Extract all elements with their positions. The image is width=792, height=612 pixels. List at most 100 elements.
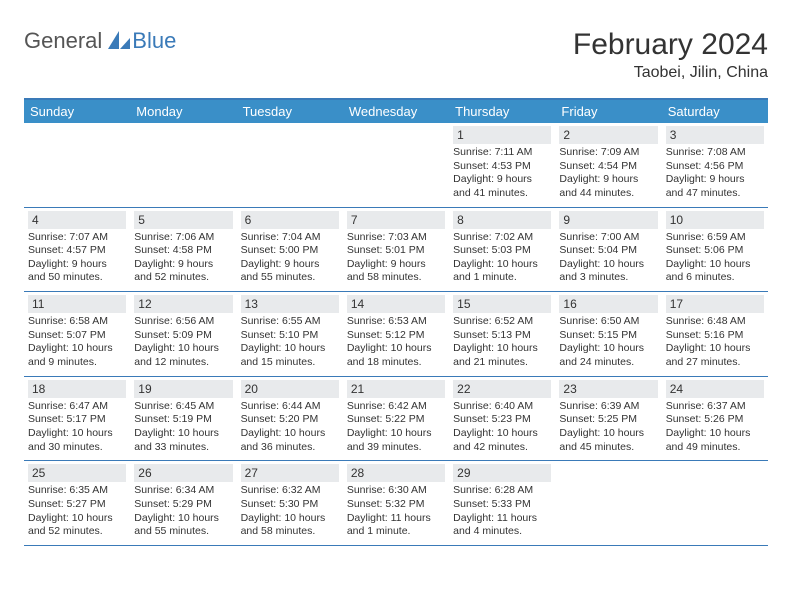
- dow-monday: Monday: [130, 100, 236, 123]
- title-block: February 2024 Taobei, Jilin, China: [573, 28, 768, 82]
- day-cell: 9Sunrise: 7:00 AMSunset: 5:04 PMDaylight…: [555, 208, 661, 292]
- logo-text-general: General: [24, 28, 102, 54]
- day-cell: 15Sunrise: 6:52 AMSunset: 5:13 PMDayligh…: [449, 292, 555, 376]
- day-number: 12: [134, 295, 232, 313]
- day-cell: 2Sunrise: 7:09 AMSunset: 4:54 PMDaylight…: [555, 123, 661, 207]
- month-title: February 2024: [573, 28, 768, 62]
- sunset-text: Sunset: 5:33 PM: [453, 498, 551, 512]
- sunset-text: Sunset: 4:57 PM: [28, 244, 126, 258]
- day-number: 24: [666, 380, 764, 398]
- day-number: [347, 126, 445, 130]
- sunset-text: Sunset: 4:56 PM: [666, 160, 764, 174]
- sunrise-text: Sunrise: 6:52 AM: [453, 315, 551, 329]
- day-number: 1: [453, 126, 551, 144]
- day-number: 3: [666, 126, 764, 144]
- location: Taobei, Jilin, China: [573, 64, 768, 82]
- daylight-text: Daylight: 9 hours and 58 minutes.: [347, 258, 445, 285]
- day-number: 29: [453, 464, 551, 482]
- day-number: 7: [347, 211, 445, 229]
- sunset-text: Sunset: 5:00 PM: [241, 244, 339, 258]
- sunrise-text: Sunrise: 6:55 AM: [241, 315, 339, 329]
- daylight-text: Daylight: 10 hours and 45 minutes.: [559, 427, 657, 454]
- day-cell: 5Sunrise: 7:06 AMSunset: 4:58 PMDaylight…: [130, 208, 236, 292]
- sunset-text: Sunset: 5:22 PM: [347, 413, 445, 427]
- day-cell: 13Sunrise: 6:55 AMSunset: 5:10 PMDayligh…: [237, 292, 343, 376]
- day-number: 8: [453, 211, 551, 229]
- day-number: 2: [559, 126, 657, 144]
- day-number: 4: [28, 211, 126, 229]
- day-number: [28, 126, 126, 130]
- sunset-text: Sunset: 5:06 PM: [666, 244, 764, 258]
- dow-friday: Friday: [555, 100, 661, 123]
- daylight-text: Daylight: 10 hours and 21 minutes.: [453, 342, 551, 369]
- day-number: 11: [28, 295, 126, 313]
- sunset-text: Sunset: 4:53 PM: [453, 160, 551, 174]
- daylight-text: Daylight: 10 hours and 3 minutes.: [559, 258, 657, 285]
- day-number: 19: [134, 380, 232, 398]
- day-cell: 10Sunrise: 6:59 AMSunset: 5:06 PMDayligh…: [662, 208, 768, 292]
- day-cell: 25Sunrise: 6:35 AMSunset: 5:27 PMDayligh…: [24, 461, 130, 545]
- dow-thursday: Thursday: [449, 100, 555, 123]
- day-number: 6: [241, 211, 339, 229]
- daylight-text: Daylight: 9 hours and 44 minutes.: [559, 173, 657, 200]
- day-number: 22: [453, 380, 551, 398]
- sunset-text: Sunset: 5:17 PM: [28, 413, 126, 427]
- day-cell: 23Sunrise: 6:39 AMSunset: 5:25 PMDayligh…: [555, 377, 661, 461]
- day-cell: 24Sunrise: 6:37 AMSunset: 5:26 PMDayligh…: [662, 377, 768, 461]
- day-cell: 16Sunrise: 6:50 AMSunset: 5:15 PMDayligh…: [555, 292, 661, 376]
- sunset-text: Sunset: 5:26 PM: [666, 413, 764, 427]
- day-number: 28: [347, 464, 445, 482]
- sunrise-text: Sunrise: 6:35 AM: [28, 484, 126, 498]
- day-number: [241, 126, 339, 130]
- day-cell: 11Sunrise: 6:58 AMSunset: 5:07 PMDayligh…: [24, 292, 130, 376]
- day-number: 20: [241, 380, 339, 398]
- day-number: 18: [28, 380, 126, 398]
- daylight-text: Daylight: 10 hours and 24 minutes.: [559, 342, 657, 369]
- weeks-container: 1 Sunrise: 7:11 AMSunset: 4:53 PM Daylight…: [24, 123, 768, 546]
- daylight-text: Daylight: 10 hours and 6 minutes.: [666, 258, 764, 285]
- dow-saturday: Saturday: [662, 100, 768, 123]
- sunrise-text: Sunrise: 6:59 AM: [666, 231, 764, 245]
- sunset-text: Sunset: 5:15 PM: [559, 329, 657, 343]
- day-cell: 7Sunrise: 7:03 AMSunset: 5:01 PMDaylight…: [343, 208, 449, 292]
- day-number: [666, 464, 764, 468]
- daylight-text: Daylight: 10 hours and 55 minutes.: [134, 512, 232, 539]
- sunrise-text: Sunrise: 7:00 AM: [559, 231, 657, 245]
- sunrise-text: Sunrise: 7:06 AM: [134, 231, 232, 245]
- daylight-text: Daylight: 10 hours and 1 minute.: [453, 258, 551, 285]
- sunset-text: Sunset: 5:04 PM: [559, 244, 657, 258]
- sunrise-text: Sunrise: 6:56 AM: [134, 315, 232, 329]
- daylight-text: Daylight: 9 hours and 50 minutes.: [28, 258, 126, 285]
- sunrise-text: Sunrise: 6:34 AM: [134, 484, 232, 498]
- sunrise-text: Sunrise: 7:11 AM: [453, 146, 551, 160]
- sunset-text: Sunset: 5:27 PM: [28, 498, 126, 512]
- daylight-text: Daylight: 9 hours and 55 minutes.: [241, 258, 339, 285]
- day-number: 13: [241, 295, 339, 313]
- dow-wednesday: Wednesday: [343, 100, 449, 123]
- sunrise-text: Sunrise: 6:42 AM: [347, 400, 445, 414]
- sunset-text: Sunset: 5:16 PM: [666, 329, 764, 343]
- sunset-text: Sunset: 5:10 PM: [241, 329, 339, 343]
- sunrise-text: Sunrise: 7:07 AM: [28, 231, 126, 245]
- sunrise-text: Sunrise: 7:03 AM: [347, 231, 445, 245]
- daylight-text: Daylight: 10 hours and 9 minutes.: [28, 342, 126, 369]
- sunset-text: Sunset: 5:23 PM: [453, 413, 551, 427]
- sunrise-text: Sunrise: 6:48 AM: [666, 315, 764, 329]
- day-cell: 1Sunrise: 7:11 AMSunset: 4:53 PMDaylight…: [449, 123, 555, 207]
- day-number: [134, 126, 232, 130]
- week-row: 1 Sunrise: 7:11 AMSunset: 4:53 PM Daylight…: [24, 123, 768, 208]
- sunset-text: Sunset: 4:54 PM: [559, 160, 657, 174]
- daylight-text: Daylight: 9 hours and 47 minutes.: [666, 173, 764, 200]
- sunset-text: Sunset: 5:25 PM: [559, 413, 657, 427]
- daylight-text: Daylight: 9 hours and 52 minutes.: [134, 258, 232, 285]
- day-number: 14: [347, 295, 445, 313]
- day-cell: 20Sunrise: 6:44 AMSunset: 5:20 PMDayligh…: [237, 377, 343, 461]
- week-row: 18Sunrise: 6:47 AMSunset: 5:17 PMDayligh…: [24, 377, 768, 462]
- day-number: 17: [666, 295, 764, 313]
- sunset-text: Sunset: 5:29 PM: [134, 498, 232, 512]
- day-number: 5: [134, 211, 232, 229]
- sunset-text: Sunset: 5:07 PM: [28, 329, 126, 343]
- sunrise-text: Sunrise: 7:02 AM: [453, 231, 551, 245]
- day-cell: [555, 461, 661, 545]
- day-number: 25: [28, 464, 126, 482]
